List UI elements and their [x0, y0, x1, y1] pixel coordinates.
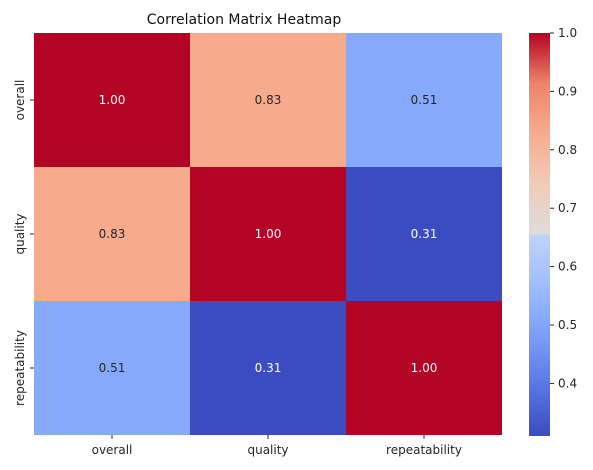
- heatmap-cell: [190, 33, 346, 167]
- cell-value-label: 1.00: [411, 361, 438, 375]
- x-tick-label: repeatability: [386, 443, 462, 457]
- cell-value-label: 0.83: [255, 93, 282, 107]
- x-axis: overall quality repeatability: [92, 435, 462, 457]
- heatmap-cell: [346, 33, 502, 167]
- cell-value-label: 0.51: [411, 93, 438, 107]
- cell-value-label: 0.51: [99, 361, 126, 375]
- x-tick-label: overall: [92, 443, 133, 457]
- y-tick-label: repeatability: [13, 330, 27, 406]
- heatmap-cell: [34, 33, 190, 167]
- colorbar-tick-label: 0.8: [558, 143, 577, 157]
- colorbar-ticks: 0.4 0.5 0.6 0.7 0.8 0.9 1.0: [550, 26, 577, 390]
- x-tick-label: quality: [247, 443, 288, 457]
- heatmap-cell: [190, 167, 346, 301]
- chart-title: Correlation Matrix Heatmap: [147, 12, 342, 28]
- cell-value-label: 0.31: [255, 361, 282, 375]
- cell-value-label: 1.00: [255, 227, 282, 241]
- heatmap-cell: [34, 301, 190, 435]
- heatmap-cell: [346, 167, 502, 301]
- cell-value-label: 0.31: [411, 227, 438, 241]
- heatmap-cell: [190, 301, 346, 435]
- heatmap-cells: 1.00 0.83 0.51 0.83 1.00 0.31 0.51 0.31 1.00: [34, 33, 502, 435]
- colorbar-tick-label: 0.4: [558, 376, 577, 390]
- colorbar-tick-label: 0.6: [558, 260, 577, 274]
- colorbar-gradient: [529, 33, 550, 436]
- colorbar-tick-label: 0.7: [558, 201, 577, 215]
- heatmap-cell: [34, 167, 190, 301]
- cell-value-label: 0.83: [99, 227, 126, 241]
- cell-value-label: 1.00: [99, 93, 126, 107]
- colorbar-tick-label: 0.9: [558, 84, 577, 98]
- colorbar: 0.4 0.5 0.6 0.7 0.8 0.9 1.0: [529, 26, 577, 436]
- colorbar-tick-label: 1.0: [558, 26, 577, 40]
- y-tick-label: overall: [13, 80, 27, 121]
- y-axis: overall quality repeatability: [13, 80, 34, 406]
- heatmap-cell: [346, 301, 502, 435]
- colorbar-tick-label: 0.5: [558, 318, 577, 332]
- y-tick-label: quality: [13, 213, 27, 254]
